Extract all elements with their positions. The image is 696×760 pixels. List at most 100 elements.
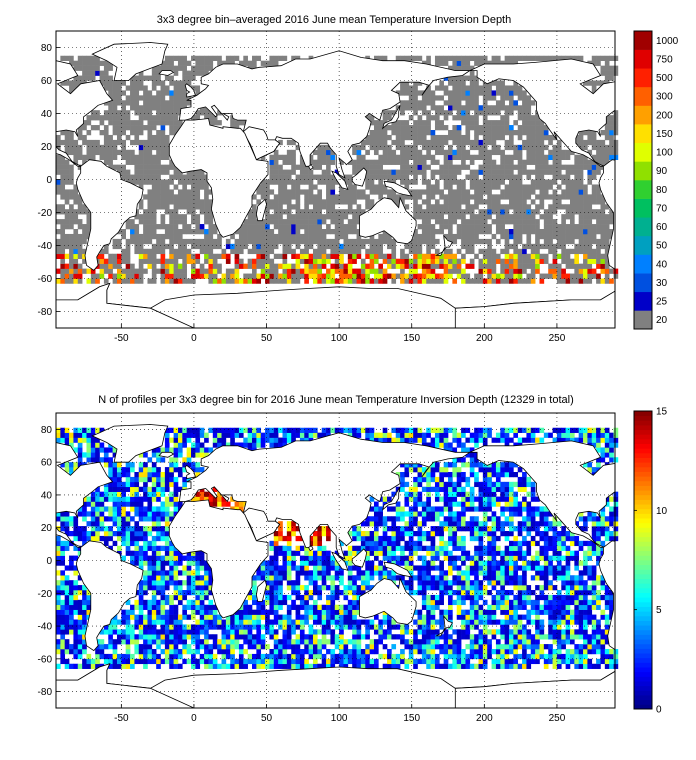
bin-cell [587,258,593,264]
bin-cell [64,268,70,274]
bin-cell [151,609,157,615]
bin-cell [539,169,545,175]
bin-cell [569,169,575,175]
bin-cell [530,55,536,61]
bin-cell [69,238,74,245]
bin-cell [260,219,266,225]
bin-cell [456,184,462,190]
bin-cell [465,55,471,61]
bin-cell [103,535,109,542]
bin-cell [138,204,144,210]
bin-cell [587,179,593,185]
bin-cell [182,457,187,463]
bin-cell [378,233,383,240]
bin-cell [156,169,161,175]
bin-cell [321,219,327,225]
bin-cell [308,189,314,195]
bin-cell [548,219,553,225]
bin-cell [121,496,126,502]
bin-cell [513,179,519,185]
bin-cell [317,253,323,259]
bin-cell [238,624,244,630]
bin-cell [252,644,257,650]
bin-cell [596,55,601,61]
bin-cell [269,575,275,581]
bin-cell [430,174,436,180]
bin-cell [295,273,301,279]
bin-cell [147,511,153,517]
bin-cell [408,273,414,279]
bin-cell [116,229,122,235]
bin-cell [56,229,61,235]
bin-cell [565,253,571,259]
bin-cell [151,174,157,180]
bin-cell [356,154,362,160]
bin-cell [138,594,144,601]
bin-cell [151,476,157,483]
bin-cell [138,658,144,665]
bin-cell [273,263,279,269]
bin-cell [151,204,157,210]
bin-cell [465,110,471,116]
bin-cell [195,224,201,230]
colorbar-swatch [634,68,652,88]
bin-cell [195,663,201,669]
bin-cell [535,204,540,210]
bin-cell [77,634,83,640]
bin-cell [500,100,505,106]
bin-cell [208,575,214,581]
bin-cell [356,233,362,240]
bin-cell [56,179,61,185]
bin-cell [513,194,519,200]
bin-cell [177,204,183,210]
bin-cell [391,169,397,175]
bin-cell [487,268,492,274]
bin-cell [478,154,484,160]
bin-cell [478,125,484,131]
bin-cell [108,105,113,111]
bin-cell [400,125,405,131]
bin-cell [299,432,305,438]
bin-cell [73,555,79,561]
bin-cell [173,565,179,571]
bin-cell [143,139,148,146]
bin-cell [82,609,87,615]
bin-cell [64,278,70,284]
bin-cell [60,639,66,645]
bin-cell [556,243,562,250]
bin-cell [291,658,296,665]
bin-cell [60,273,66,279]
bin-cell [143,229,148,235]
bin-cell [73,214,79,220]
bin-cell [609,65,614,71]
bin-cell [186,169,192,175]
bin-cell [90,491,96,497]
bin-cell [95,452,100,458]
bin-cell [304,639,309,645]
bin-cell [360,258,366,264]
bin-cell [478,248,484,255]
bin-cell [569,55,575,61]
bin-cell [500,268,505,274]
bin-cell [448,189,453,195]
bin-cell [143,462,148,468]
bin-cell [169,248,174,255]
land-outline [75,159,144,271]
bin-cell [448,219,453,225]
bin-cell [112,540,118,547]
bin-cell [360,273,366,279]
bin-cell [504,60,510,66]
bin-cell [156,447,161,453]
bin-cell [182,258,187,264]
bin-cell [138,130,144,136]
bin-cell [252,268,257,274]
bin-cell [64,575,70,581]
bin-cell [77,233,83,240]
bin-cell [360,189,366,195]
bin-cell [156,120,161,126]
bin-cell [82,125,87,131]
bin-cell [356,149,362,156]
bin-cell [495,179,501,185]
bin-cell [347,263,353,269]
